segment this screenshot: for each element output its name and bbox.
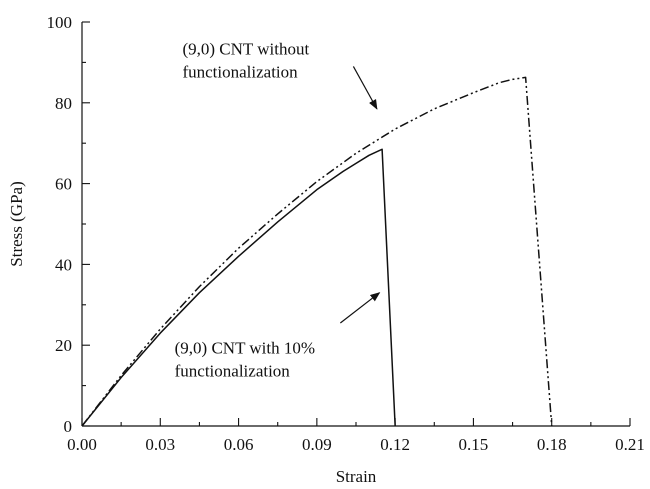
y-tick-label: 80 bbox=[55, 94, 72, 113]
series-line-2 bbox=[81, 148, 396, 427]
y-tick-label: 100 bbox=[47, 13, 73, 32]
y-axis-title: Stress (GPa) bbox=[7, 181, 26, 266]
annotation-2: (9,0) CNT with 10% functionalization bbox=[175, 292, 381, 380]
annotation-text: functionalization bbox=[182, 62, 298, 81]
x-tick-label: 0.03 bbox=[145, 435, 175, 454]
x-tick-label: 0.09 bbox=[302, 435, 332, 454]
x-tick-label: 0.21 bbox=[615, 435, 645, 454]
x-axis-title: Strain bbox=[336, 467, 377, 486]
annotation-1: (9,0) CNT without functionalization bbox=[182, 39, 378, 110]
x-axis: 0.00 0.03 0.06 0.09 0.12 0.15 0.18 0.21 bbox=[67, 418, 645, 454]
y-tick-label: 60 bbox=[55, 175, 72, 194]
x-tick-label: 0.00 bbox=[67, 435, 97, 454]
annotations-layer: (9,0) CNT withoutfunctionalization(9,0) … bbox=[175, 39, 381, 380]
annotation-text: (9,0) CNT with 10% bbox=[175, 338, 315, 357]
y-tick-label: 40 bbox=[55, 255, 72, 274]
x-tick-label: 0.06 bbox=[224, 435, 254, 454]
annotation-text: functionalization bbox=[175, 361, 291, 380]
y-tick-label: 20 bbox=[55, 336, 72, 355]
annotation-text: (9,0) CNT without bbox=[182, 39, 309, 58]
series-line-1 bbox=[81, 76, 553, 427]
x-tick-label: 0.15 bbox=[459, 435, 489, 454]
annotation-arrow bbox=[339, 292, 381, 324]
y-axis: 0 20 40 60 80 100 bbox=[47, 13, 90, 436]
series-layer bbox=[81, 76, 553, 427]
y-tick-label: 0 bbox=[64, 417, 73, 436]
x-tick-label: 0.12 bbox=[380, 435, 410, 454]
x-tick-label: 0.18 bbox=[537, 435, 567, 454]
annotation-arrow bbox=[352, 66, 378, 110]
